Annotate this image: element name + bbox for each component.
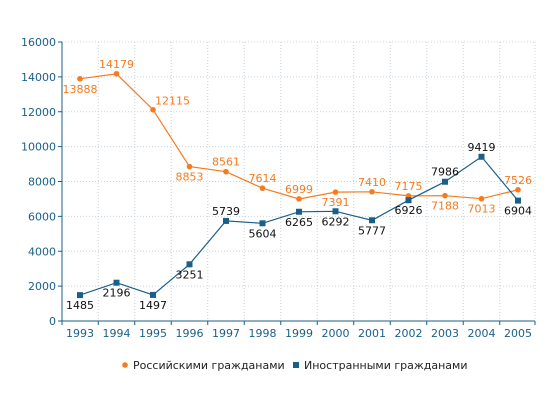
data-label: 9419 — [468, 141, 496, 154]
y-tick-label: 4000 — [28, 245, 56, 258]
x-tick-label: 2000 — [322, 327, 350, 340]
data-point — [259, 220, 266, 227]
data-point — [442, 178, 448, 185]
x-tick-label: 2005 — [504, 327, 532, 340]
y-tick-label: 2000 — [28, 280, 56, 293]
data-label: 12115 — [155, 95, 190, 108]
data-point — [186, 261, 193, 268]
data-point — [150, 291, 156, 298]
data-label: 7986 — [431, 166, 459, 179]
data-point — [77, 292, 83, 299]
y-tick-label: 0 — [49, 315, 56, 328]
data-point — [515, 197, 521, 204]
data-label: 7013 — [468, 203, 496, 216]
x-tick-label: 2003 — [431, 327, 459, 340]
data-label: 6926 — [395, 204, 423, 217]
data-point — [442, 192, 448, 199]
legend-marker — [122, 362, 128, 368]
data-label: 3251 — [176, 268, 204, 281]
data-point — [332, 189, 339, 195]
data-point — [478, 153, 485, 160]
data-label: 1485 — [66, 299, 94, 312]
data-label: 7188 — [431, 200, 459, 213]
data-point — [369, 188, 375, 195]
x-tick-label: 2001 — [358, 327, 386, 340]
data-label: 1497 — [139, 299, 167, 312]
data-label: 6292 — [322, 215, 350, 228]
data-label: 6904 — [504, 205, 532, 218]
legend-label: Иностранными гражданами — [304, 359, 467, 372]
data-label: 7410 — [358, 176, 386, 189]
data-point — [113, 279, 120, 286]
data-point — [259, 185, 266, 192]
x-tick-label: 1997 — [212, 327, 240, 340]
data-point — [405, 197, 412, 204]
data-point — [515, 186, 521, 193]
x-tick-label: 1998 — [249, 327, 277, 340]
y-tick-label: 10000 — [21, 141, 56, 154]
x-tick-label: 2004 — [468, 327, 496, 340]
data-label: 7391 — [322, 196, 350, 209]
data-point — [77, 76, 83, 82]
y-tick-label: 6000 — [28, 210, 56, 223]
data-point — [113, 70, 120, 77]
data-label: 5604 — [249, 227, 277, 240]
data-label: 8561 — [212, 156, 240, 169]
data-label: 13888 — [63, 83, 98, 96]
data-point — [186, 163, 193, 170]
data-point — [223, 217, 229, 224]
x-tick-label: 1993 — [66, 327, 94, 340]
data-point — [150, 106, 156, 113]
x-tick-label: 1995 — [139, 327, 167, 340]
data-label: 7526 — [504, 174, 532, 187]
x-tick-label: 1994 — [103, 327, 131, 340]
data-label: 8853 — [176, 171, 204, 184]
y-tick-label: 14000 — [21, 71, 56, 84]
x-tick-label: 2002 — [395, 327, 423, 340]
x-tick-label: 1999 — [285, 327, 313, 340]
data-label: 5777 — [358, 224, 386, 237]
data-label: 2196 — [103, 287, 131, 300]
data-label: 7175 — [395, 180, 423, 193]
data-point — [223, 168, 229, 175]
data-label: 7614 — [249, 172, 277, 185]
data-point — [369, 217, 375, 224]
legend: Российскими гражданами Иностранными гражд… — [122, 359, 467, 372]
x-tick-label: 1996 — [176, 327, 204, 340]
data-label: 14179 — [99, 58, 134, 71]
legend-marker — [293, 362, 299, 368]
data-label: 6999 — [285, 183, 313, 196]
data-point — [296, 196, 302, 202]
y-tick-label: 16000 — [21, 36, 56, 49]
series — [77, 70, 521, 299]
data-point — [296, 208, 302, 215]
data-point — [332, 208, 339, 215]
y-tick-label: 8000 — [28, 176, 56, 189]
data-label: 5739 — [212, 205, 240, 218]
legend-label: Российскими гражданами — [133, 359, 285, 372]
data-point — [478, 195, 485, 202]
y-tick-label: 12000 — [21, 106, 56, 119]
axes: 0 2000 4000 6000 8000 10000 12000 14000 16000 199… — [21, 36, 536, 340]
data-label: 6265 — [285, 216, 313, 229]
series-line-1 — [79, 73, 519, 200]
grid — [61, 41, 536, 321]
